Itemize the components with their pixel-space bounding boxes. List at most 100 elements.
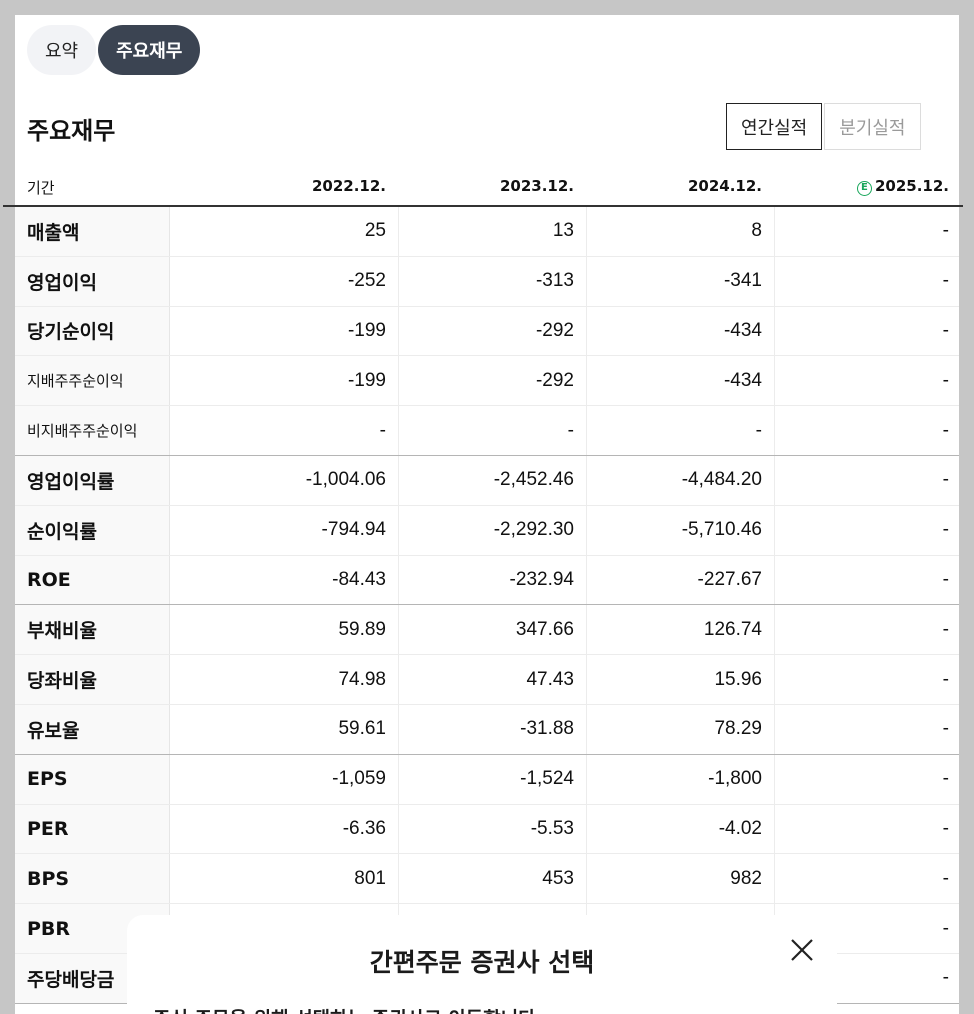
row-value: - — [942, 319, 949, 341]
row-label: 영업이익률 — [15, 455, 170, 505]
row-value: 74.98 — [338, 668, 386, 690]
row-value: -199 — [347, 369, 386, 391]
period-header: 기간 — [27, 179, 55, 197]
row-value: 13 — [552, 220, 574, 242]
row-label: 유보율 — [15, 704, 170, 754]
column-divider — [398, 256, 399, 306]
period-toggle: 연간실적 분기실적 — [726, 103, 921, 150]
column-divider — [398, 854, 399, 904]
row-value: -227.67 — [697, 568, 762, 590]
row-value: 47.43 — [526, 668, 574, 690]
row-value: -434 — [723, 369, 762, 391]
tab-summary[interactable]: 요약 — [27, 25, 97, 75]
row-value: -199 — [347, 319, 386, 341]
annual-results-button[interactable]: 연간실적 — [726, 103, 823, 150]
row-value: -2,452.46 — [493, 469, 574, 491]
table-row: 유보율 59.61 -31.88 78.29 - — [15, 704, 959, 755]
row-value: -1,004.06 — [305, 469, 386, 491]
tab-key-financials[interactable]: 주요재무 — [98, 25, 201, 75]
column-divider — [398, 306, 399, 356]
financials-panel: 요약 주요재무 주요재무 연간실적 분기실적 기간 2022.12. 2023.… — [3, 15, 963, 1014]
row-value: - — [942, 668, 949, 690]
column-divider — [398, 356, 399, 406]
row-label: BPS — [15, 854, 170, 904]
column-divider — [774, 704, 775, 754]
financials-table-body: 매출액 25 13 8 - 영업이익 -252 -313 -341 - 당기순이익 -199 -292 -… — [15, 207, 959, 1004]
column-divider — [586, 455, 587, 505]
close-icon[interactable] — [789, 937, 815, 963]
row-value: 126.74 — [703, 618, 762, 640]
row-label: 당기순이익 — [15, 306, 170, 356]
column-divider — [774, 804, 775, 854]
estimate-badge-icon: E — [856, 181, 872, 196]
row-value: -292 — [535, 319, 574, 341]
column-divider — [586, 207, 587, 256]
row-value: - — [942, 768, 949, 790]
row-value: -31.88 — [520, 718, 574, 740]
row-value: -84.43 — [332, 568, 386, 590]
row-value: 982 — [730, 867, 762, 889]
row-value: 453 — [542, 867, 574, 889]
column-divider — [586, 406, 587, 455]
row-value: - — [942, 718, 949, 740]
row-value: - — [567, 419, 574, 441]
row-value: - — [942, 568, 949, 590]
row-value: -1,800 — [708, 768, 762, 790]
row-label: 부채비율 — [15, 605, 170, 655]
table-row: PER -6.36 -5.53 -4.02 - — [15, 804, 959, 855]
year-header: 2023.12. — [499, 177, 574, 195]
row-value: - — [942, 867, 949, 889]
row-value: 78.29 — [714, 718, 762, 740]
table-row: 비지배주주순이익 - - - - — [15, 406, 959, 456]
row-value: -4,484.20 — [681, 469, 762, 491]
row-value: -2,292.30 — [493, 519, 574, 541]
table-row: 지배주주순이익 -199 -292 -434 - — [15, 356, 959, 407]
row-value: -313 — [535, 270, 574, 292]
year-header-label: 2025.12. — [874, 177, 949, 195]
column-divider — [398, 455, 399, 505]
row-value: -1,059 — [332, 768, 386, 790]
column-divider — [398, 505, 399, 555]
column-divider — [586, 505, 587, 555]
sheet-title: 간편주문 증권사 선택 — [369, 948, 595, 977]
table-row: 영업이익률 -1,004.06 -2,452.46 -4,484.20 - — [15, 455, 959, 506]
table-header: 기간 2022.12. 2023.12. 2024.12. E 2025.12. — [15, 170, 959, 206]
quarterly-results-button[interactable]: 분기실적 — [824, 103, 921, 150]
row-label: 당좌비율 — [15, 655, 170, 704]
row-value: -794.94 — [321, 519, 386, 541]
column-divider — [586, 804, 587, 854]
column-divider — [586, 306, 587, 356]
table-row: 순이익률 -794.94 -2,292.30 -5,710.46 - — [15, 505, 959, 556]
row-value: 8 — [751, 220, 762, 242]
row-value: - — [942, 967, 949, 989]
column-divider — [774, 505, 775, 555]
column-divider — [774, 356, 775, 406]
column-divider — [774, 306, 775, 356]
row-value: 347.66 — [515, 618, 574, 640]
year-header: 2024.12. — [687, 177, 762, 195]
column-divider — [586, 356, 587, 406]
column-divider — [398, 704, 399, 754]
row-value: 59.61 — [338, 718, 386, 740]
row-value: -434 — [723, 319, 762, 341]
column-divider — [398, 207, 399, 256]
table-row: BPS 801 453 982 - — [15, 854, 959, 905]
column-divider — [774, 256, 775, 306]
row-value: - — [942, 618, 949, 640]
column-divider — [586, 704, 587, 754]
row-value: - — [942, 220, 949, 242]
row-value: - — [942, 817, 949, 839]
column-divider — [774, 406, 775, 455]
column-divider — [586, 555, 587, 605]
row-value: - — [942, 369, 949, 391]
row-label: 영업이익 — [15, 256, 170, 306]
row-label: ROE — [15, 555, 170, 605]
column-divider — [774, 655, 775, 704]
table-row: 당좌비율 74.98 47.43 15.96 - — [15, 655, 959, 705]
row-label: EPS — [15, 754, 170, 804]
column-divider — [774, 555, 775, 605]
column-divider — [398, 555, 399, 605]
column-divider — [586, 854, 587, 904]
column-divider — [398, 804, 399, 854]
column-divider — [774, 854, 775, 904]
